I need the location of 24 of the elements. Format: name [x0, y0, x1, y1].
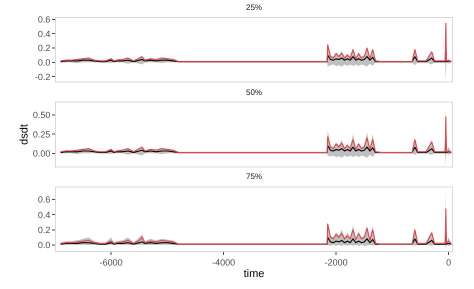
y-tick-label: 0.4: [38, 210, 50, 220]
y-axis-title: dsdt: [18, 124, 31, 145]
x-tick-label: -4000: [212, 258, 236, 268]
y-tick-label: 0.6: [38, 194, 50, 205]
chart-title: 75%: [246, 172, 262, 181]
x-tick-label: -6000: [100, 258, 123, 268]
chart-title: 50%: [246, 88, 262, 97]
y-tick-label: 0.50: [32, 110, 50, 120]
y-tick-label: 0.2: [38, 224, 50, 235]
y-tick-label: 0.25: [32, 129, 50, 140]
x-tick-label: 0: [446, 258, 452, 268]
y-tick-label: 0.0: [38, 240, 50, 250]
y-tick-label: 0.4: [38, 28, 50, 39]
y-tick-label: -0.2: [34, 72, 50, 82]
y-tick-label: 0.6: [38, 14, 50, 25]
x-axis-title: time: [244, 268, 264, 280]
chart-title: 25%: [246, 3, 262, 12]
y-tick-label: 0.2: [38, 43, 50, 54]
y-tick-label: 0.0: [38, 58, 50, 68]
line-series: [60, 116, 452, 154]
line-series: [60, 208, 452, 245]
y-tick-label: 0.00: [32, 148, 50, 158]
line-series: [60, 22, 452, 62]
x-tick-label: -2000: [324, 258, 348, 268]
